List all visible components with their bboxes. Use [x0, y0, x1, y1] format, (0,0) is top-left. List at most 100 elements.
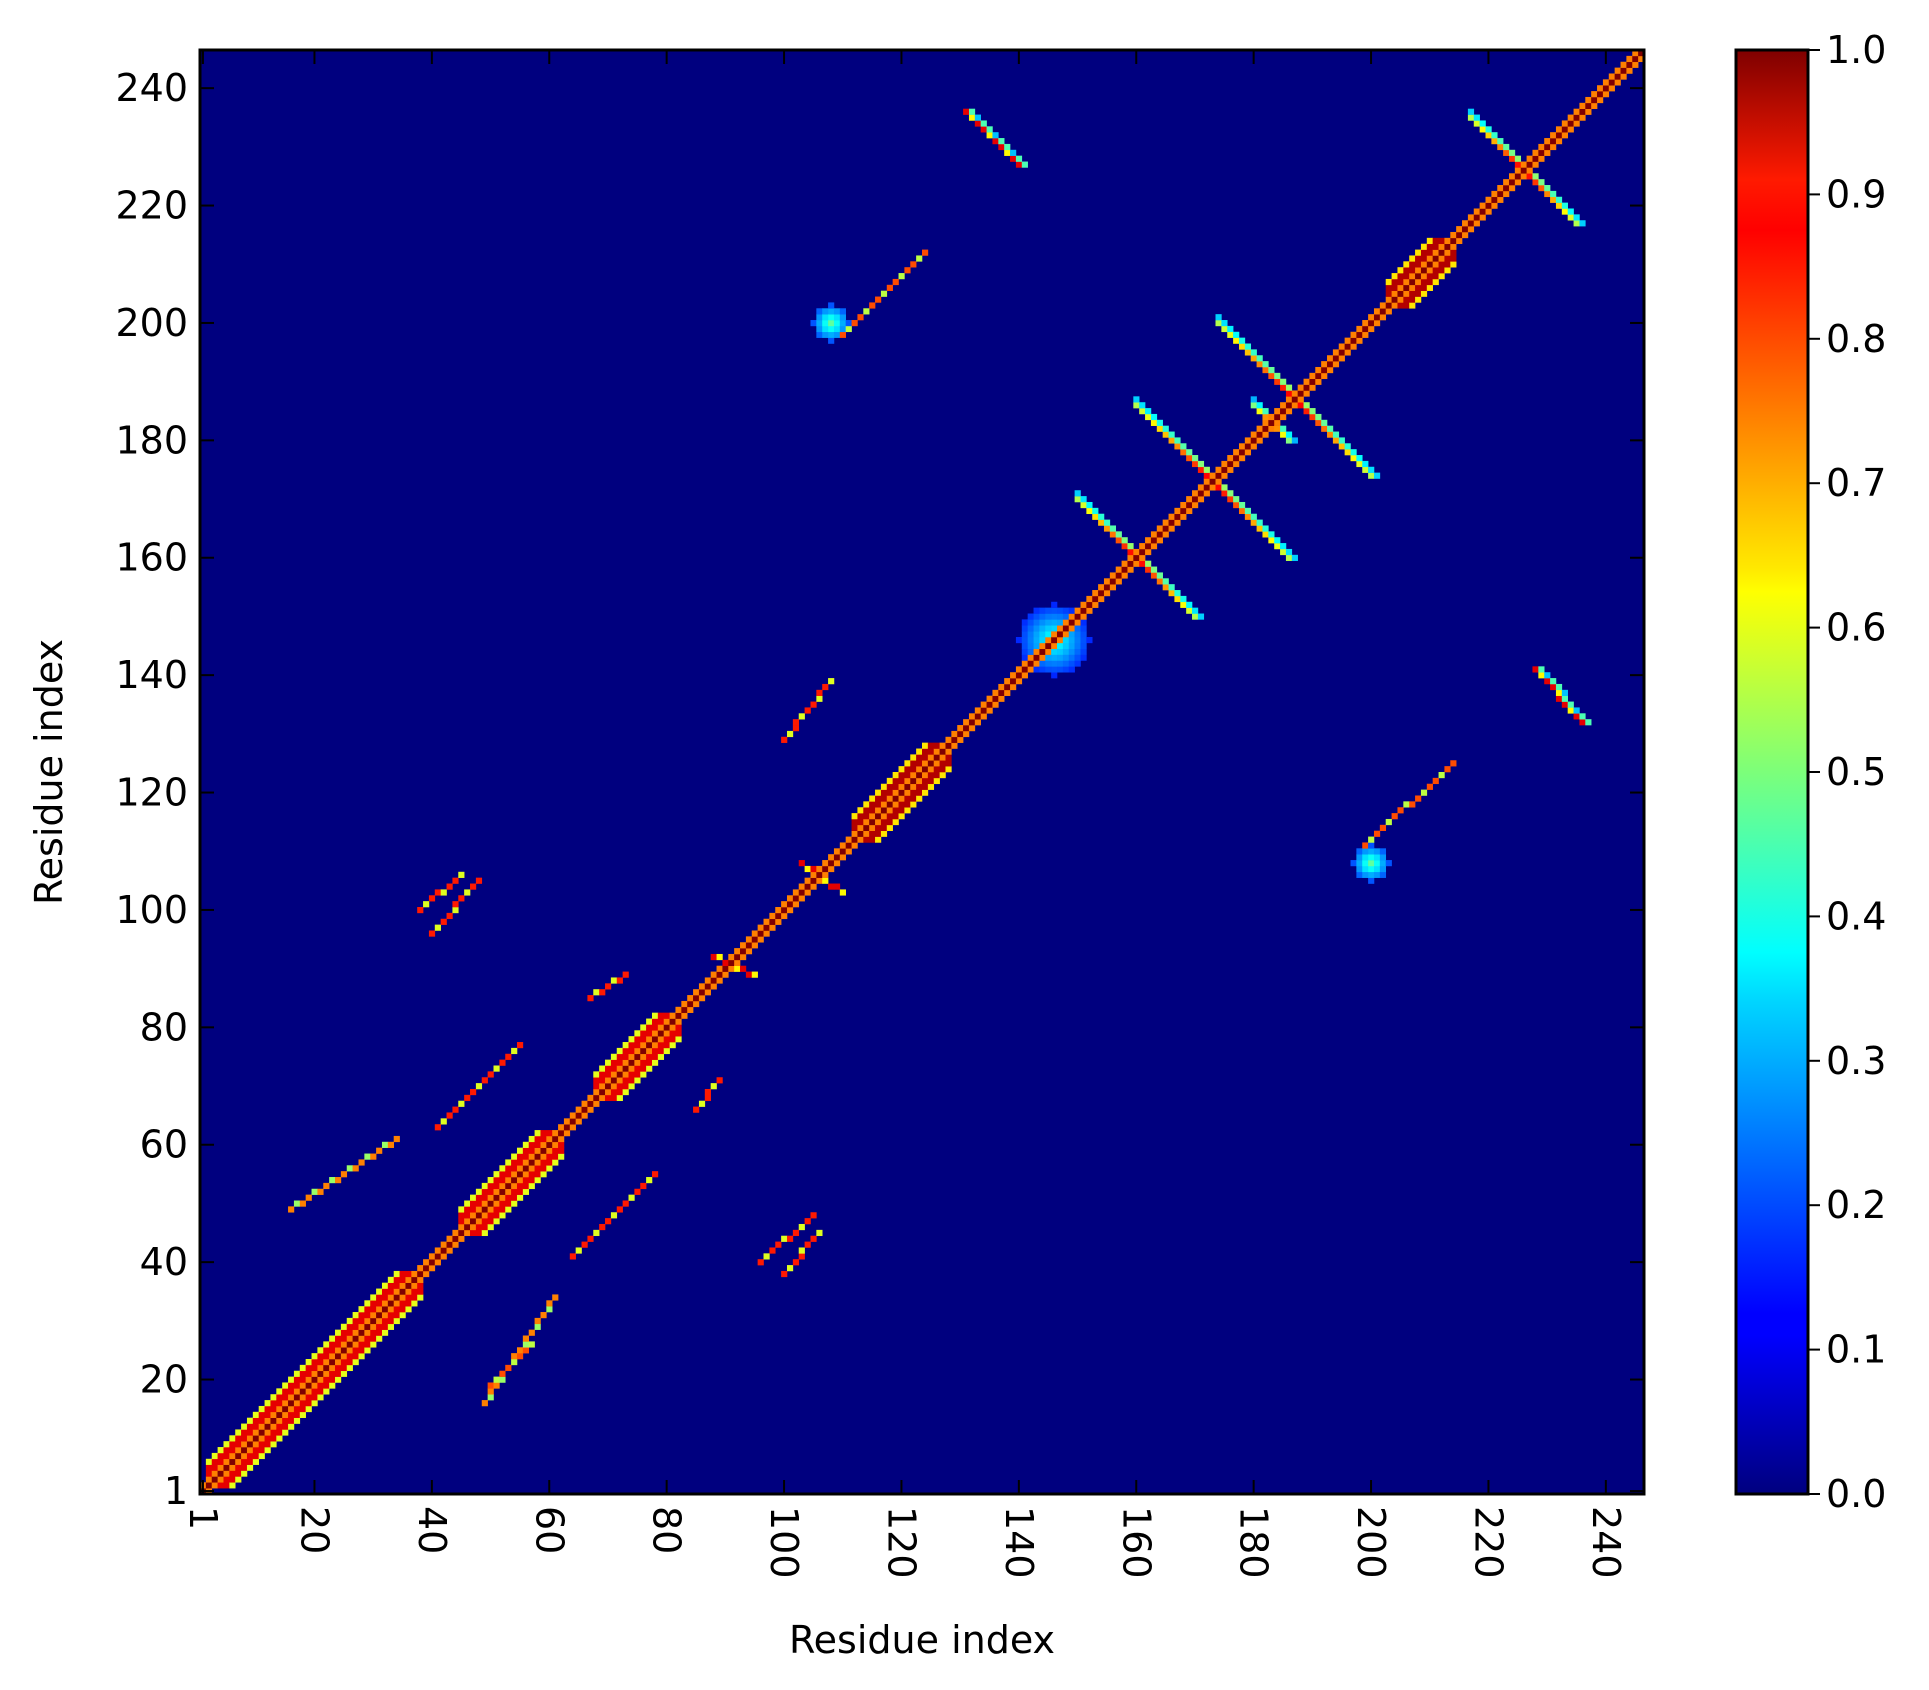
heatmap-cell — [616, 1206, 623, 1213]
heatmap-cell — [675, 1006, 682, 1013]
heatmap-cell — [1197, 484, 1205, 491]
heatmap-cell — [470, 1088, 477, 1096]
heatmap-cell — [505, 1177, 512, 1184]
heatmap-cell — [833, 848, 841, 855]
heatmap-cell — [246, 1464, 254, 1471]
heatmap-cell — [722, 971, 729, 978]
heatmap-cell — [569, 1112, 576, 1119]
heatmap-cell — [270, 1441, 277, 1448]
heatmap-cell — [1491, 190, 1498, 198]
heatmap-cell — [223, 1441, 230, 1448]
heatmap-cell — [599, 1088, 606, 1096]
heatmap-cell — [528, 1329, 535, 1336]
heatmap-cell — [1567, 120, 1574, 127]
heatmap-cell — [880, 824, 888, 831]
heatmap-cell — [610, 1065, 618, 1072]
heatmap-cell — [781, 1235, 788, 1242]
heatmap-cell — [329, 1358, 336, 1366]
heatmap-cell — [346, 1165, 353, 1172]
heatmap-cell — [1004, 689, 1011, 696]
heatmap-cell — [1350, 455, 1357, 462]
heatmap-cell — [1227, 460, 1234, 468]
heatmap-cell — [822, 320, 829, 327]
heatmap-cell — [939, 766, 946, 773]
y-tick-label: 100 — [115, 888, 188, 932]
heatmap-cell — [381, 1294, 389, 1301]
heatmap-cell — [329, 1382, 336, 1389]
heatmap-cell — [1062, 636, 1070, 644]
heatmap-cell — [622, 1200, 629, 1207]
heatmap-cell — [875, 824, 882, 831]
heatmap-cell — [528, 1153, 535, 1160]
heatmap-cell — [816, 695, 823, 702]
heatmap-cell — [381, 1329, 389, 1336]
heatmap-cell — [1092, 507, 1099, 515]
heatmap-cell — [264, 1435, 271, 1442]
heatmap-cell — [399, 1300, 406, 1307]
heatmap-cell — [927, 754, 935, 761]
heatmap-cell — [440, 1118, 447, 1125]
heatmap-cell — [963, 730, 970, 738]
heatmap-cell — [335, 1364, 342, 1372]
heatmap-cell — [405, 1270, 412, 1278]
heatmap-cell — [1403, 801, 1410, 808]
heatmap-cell — [833, 314, 841, 321]
heatmap-cell — [364, 1300, 371, 1307]
heatmap-cell — [1368, 325, 1375, 333]
heatmap-cell — [434, 924, 441, 931]
heatmap-cell — [922, 777, 929, 785]
heatmap-cell — [323, 1341, 330, 1348]
heatmap-cell — [1356, 865, 1363, 873]
heatmap-cell — [1415, 296, 1422, 303]
heatmap-cell — [511, 1353, 518, 1360]
heatmap-cell — [1491, 202, 1498, 209]
heatmap-cell — [745, 971, 753, 978]
heatmap-cell — [1303, 408, 1310, 415]
heatmap-cell — [892, 278, 899, 286]
heatmap-cell — [387, 1141, 395, 1148]
heatmap-cell — [916, 255, 923, 262]
heatmap-cell — [875, 795, 882, 802]
heatmap-cell — [428, 1253, 436, 1260]
heatmap-cell — [1215, 472, 1222, 479]
heatmap-cell — [1585, 108, 1592, 115]
heatmap-cell — [1285, 408, 1293, 415]
heatmap-cell — [974, 713, 981, 720]
heatmap-cell — [587, 995, 594, 1002]
heatmap-cell — [904, 760, 911, 767]
heatmap-cell — [1309, 384, 1316, 391]
heatmap-cell — [1385, 818, 1392, 826]
heatmap-cell — [493, 1212, 500, 1219]
heatmap-cell — [798, 889, 805, 896]
heatmap-cell — [282, 1382, 289, 1389]
heatmap-cell — [810, 865, 817, 873]
heatmap-cell — [1033, 625, 1040, 632]
heatmap-cell — [1033, 666, 1040, 673]
heatmap-cell — [575, 1118, 582, 1125]
x-axis-label: Residue index — [789, 1618, 1055, 1662]
heatmap-cell — [1444, 249, 1451, 256]
heatmap-cell — [1356, 854, 1363, 861]
heatmap-cell — [475, 877, 483, 884]
heatmap-cell — [1297, 384, 1304, 391]
heatmap-cell — [1368, 877, 1375, 884]
heatmap-cell — [1233, 455, 1240, 462]
heatmap-cell — [880, 783, 888, 790]
heatmap-cell — [1409, 255, 1416, 262]
heatmap-cell — [399, 1294, 406, 1301]
heatmap-cell — [558, 1124, 565, 1131]
heatmap-cell — [311, 1388, 318, 1395]
heatmap-cell — [693, 1106, 700, 1113]
heatmap-cell — [1145, 413, 1152, 421]
heatmap-cell — [417, 1288, 424, 1295]
heatmap-cell — [440, 1241, 447, 1248]
heatmap-cell — [411, 1276, 418, 1283]
heatmap-cell — [1602, 79, 1610, 86]
heatmap-cell — [558, 1147, 565, 1154]
heatmap-cell — [669, 1036, 676, 1043]
heatmap-cell — [1362, 466, 1369, 473]
heatmap-cell — [839, 842, 846, 849]
heatmap-cell — [751, 936, 758, 943]
heatmap-cell — [499, 1165, 506, 1172]
heatmap-cell — [393, 1312, 400, 1319]
